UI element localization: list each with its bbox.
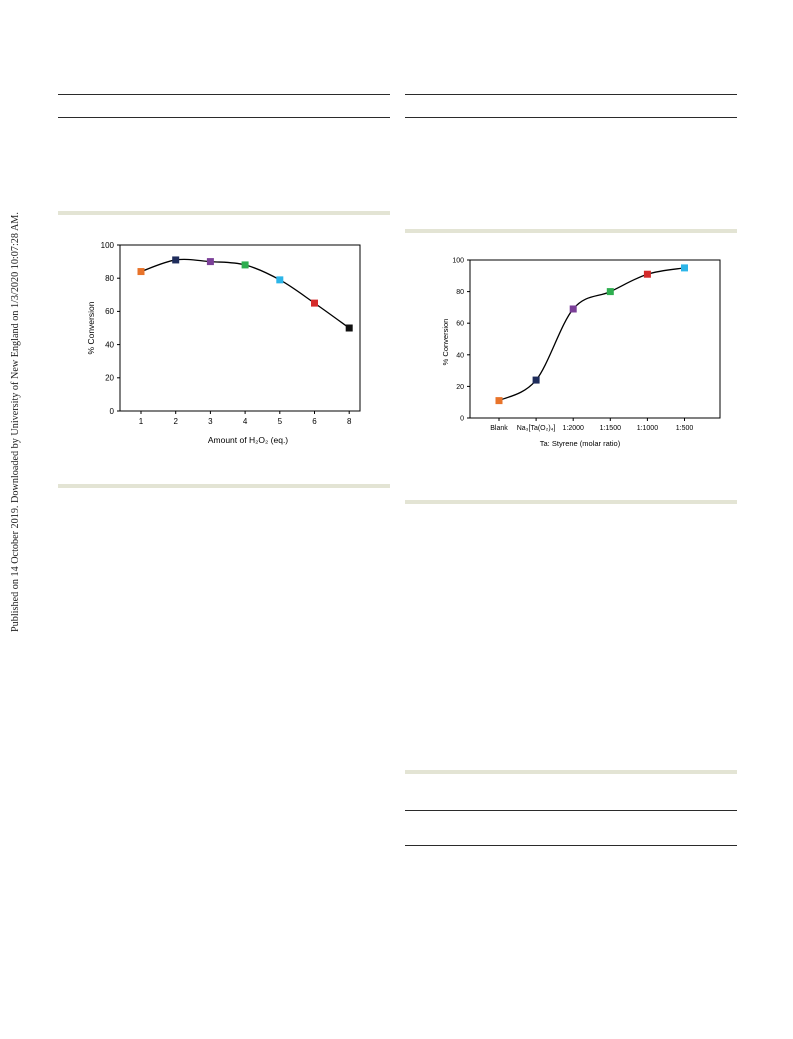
y-tick-label: 20 — [105, 374, 114, 383]
data-point-marker — [276, 276, 284, 284]
right-figure-top-rule — [405, 229, 737, 233]
right-table-top-rule — [405, 94, 737, 95]
y-tick-label: 0 — [110, 407, 115, 416]
x-tick-label: 5 — [278, 417, 283, 426]
molar-ratio-conversion-plot: 0 20 40 60 80 100 Blank Na₃[Ta(O₂)₄] 1:2000 1:15… — [441, 257, 721, 448]
h2o2-conversion-plot: 0 20 40 60 80 100 1 2 3 4 5 6 8 % Conversion Amount… — [86, 241, 361, 445]
left-figure-top-rule — [58, 211, 390, 215]
plot-frame — [119, 244, 361, 412]
h2o2-conversion-chart: 0 20 40 60 80 100 1 2 3 4 5 6 8 % Conversion Amount… — [80, 236, 370, 451]
series-curve — [140, 258, 350, 329]
x-tick-label: 8 — [347, 417, 352, 426]
x-tick-label: 1:500 — [676, 425, 694, 432]
data-point-marker — [241, 261, 249, 269]
plot-frame — [469, 259, 721, 419]
data-point-marker — [345, 324, 353, 332]
y-axis-label: % Conversion — [86, 301, 96, 354]
data-point-marker — [172, 256, 180, 264]
y-tick-label: 20 — [456, 384, 464, 391]
series-curve — [498, 267, 685, 402]
x-tick-label: 2 — [173, 417, 178, 426]
right-section-rule — [405, 770, 737, 774]
left-table-top-rule — [58, 94, 390, 95]
right-table-header-rule — [405, 117, 737, 118]
x-tick-label: 6 — [312, 417, 317, 426]
left-figure-bottom-rule — [58, 484, 390, 488]
y-axis-label: % Conversion — [441, 319, 450, 366]
y-tick-label: 80 — [456, 289, 464, 296]
left-table-header-rule — [58, 117, 390, 118]
watermark-text: Published on 14 October 2019. Downloaded… — [10, 212, 21, 632]
y-tick-label: 60 — [456, 321, 464, 328]
x-tick-label: 4 — [243, 417, 248, 426]
y-tick-label: 100 — [452, 257, 464, 264]
data-point-marker — [681, 264, 688, 272]
data-point-marker — [569, 305, 577, 313]
data-point-marker — [606, 288, 614, 296]
data-point-marker — [137, 268, 145, 276]
data-point-marker — [532, 376, 540, 384]
x-tick-label: Na₃[Ta(O₂)₄] — [517, 425, 556, 432]
x-tick-label: 1:1500 — [600, 425, 622, 432]
y-tick-label: 80 — [105, 274, 114, 283]
x-tick-label: 3 — [208, 417, 213, 426]
data-point-marker — [311, 299, 318, 307]
x-tick-label: 1 — [139, 417, 144, 426]
y-tick-label: 0 — [460, 415, 464, 422]
y-tick-label: 40 — [105, 340, 114, 349]
download-watermark: Published on 14 October 2019. Downloaded… — [1, 0, 27, 1039]
data-point-marker — [495, 397, 503, 405]
x-tick-label: Blank — [490, 425, 508, 432]
x-axis-label: Amount of H₂O₂ (eq.) — [208, 435, 288, 445]
data-point-marker — [643, 270, 651, 278]
x-tick-label: 1:1000 — [637, 425, 659, 432]
y-tick-label: 40 — [456, 352, 464, 359]
y-tick-label: 60 — [105, 307, 114, 316]
x-tick-label: 1:2000 — [562, 425, 584, 432]
data-point-marker — [206, 258, 214, 266]
x-axis-label: Ta: Styrene (molar ratio) — [540, 439, 621, 448]
right-table2-bottom-rule — [405, 845, 737, 846]
right-table2-top-rule — [405, 810, 737, 811]
right-figure-bottom-rule — [405, 500, 737, 504]
molar-ratio-conversion-chart: 0 20 40 60 80 100 Blank Na₃[Ta(O₂)₄] 1:2000 1:15… — [436, 252, 726, 452]
y-tick-label: 100 — [101, 241, 115, 250]
